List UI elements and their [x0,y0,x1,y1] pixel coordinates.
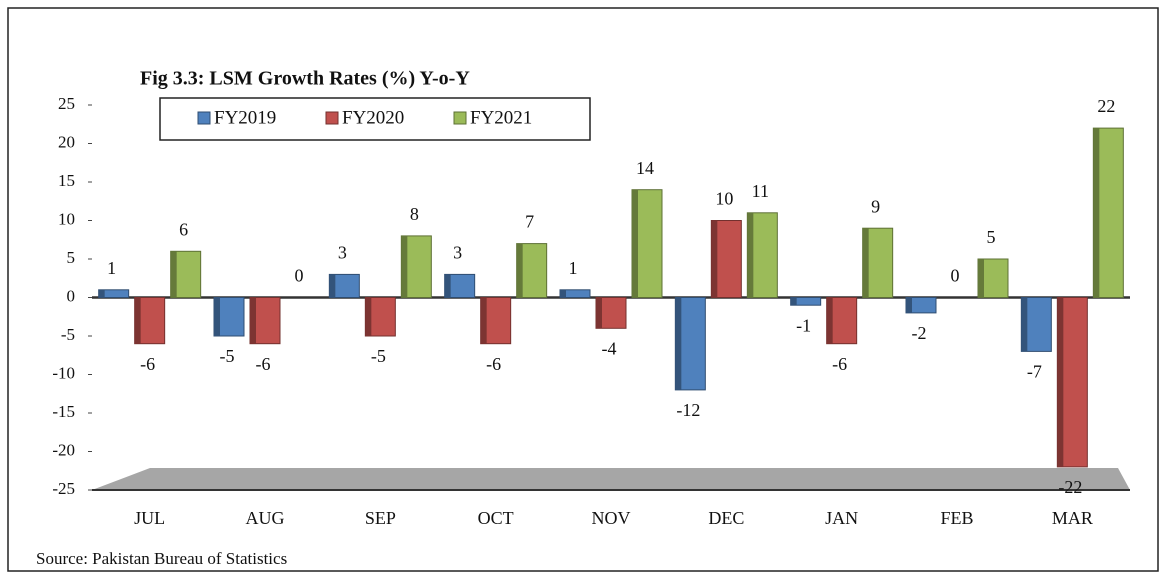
data-label: 5 [987,227,996,247]
bar [249,297,281,345]
x-tick-label: SEP [365,508,396,528]
bar [170,250,202,299]
data-label: -6 [486,354,501,374]
x-tick-label: NOV [592,508,631,528]
bar [631,189,663,298]
y-tick-label: 15 [58,171,75,190]
y-tick-label: 0 [67,286,76,305]
y-tick-label: -25 [52,479,75,498]
chart-title: Fig 3.3: LSM Growth Rates (%) Y-o-Y [140,68,470,90]
bar [710,220,742,298]
bar [444,273,476,298]
bar [400,235,432,298]
data-label: -2 [912,323,927,343]
bar [790,297,822,306]
data-label: 8 [410,204,419,224]
data-label: -12 [676,400,700,420]
bar [134,297,166,345]
y-tick-label: -15 [52,402,75,421]
data-label: -1 [796,315,811,335]
legend-swatch [453,111,467,125]
data-label: 0 [295,266,304,286]
legend-label: FY2020 [342,107,404,128]
bar [1020,297,1052,352]
x-tick-label: JUL [134,508,165,528]
data-label: 9 [871,196,880,216]
legend-label: FY2019 [214,107,276,128]
bar [746,212,778,298]
data-label: 3 [453,243,462,263]
x-tick-label: OCT [478,508,514,528]
y-tick-label: 25 [58,94,75,113]
x-tick-label: MAR [1052,508,1093,528]
data-label: -6 [256,354,271,374]
bar [1056,297,1088,468]
data-label: 14 [636,158,654,178]
data-label: 0 [951,266,960,286]
data-label: 1 [569,258,578,278]
bar [595,297,627,329]
bar [905,297,937,314]
bar [674,297,706,391]
data-label: 7 [525,212,534,232]
data-label: 11 [752,181,769,201]
data-label: 1 [107,258,116,278]
bar [213,297,245,337]
legend-swatch [325,111,339,125]
bar [364,297,396,337]
x-tick-label: DEC [708,508,744,528]
bar [480,297,512,345]
y-tick-label: 5 [67,248,76,267]
source: Source: Pakistan Bureau of Statistics [36,549,287,568]
x-tick-label: JAN [825,508,858,528]
bar [98,289,130,298]
bar [826,297,858,345]
y-tick-label: -20 [52,440,75,459]
legend-label: FY2021 [470,107,532,128]
y-tick-label: -5 [61,325,75,344]
legend-box [159,97,591,141]
y-tick-label: 10 [58,209,75,228]
data-label: 22 [1097,96,1115,116]
bar [516,243,548,299]
data-label: -22 [1058,477,1082,497]
bar [328,273,360,298]
bar [1092,127,1124,298]
data-label: -4 [602,338,617,358]
data-label: 10 [715,189,733,209]
data-label: 6 [179,219,188,239]
x-tick-label: AUG [246,508,285,528]
data-label: 3 [338,243,347,263]
legend-swatch [197,111,211,125]
data-label: -6 [832,354,847,374]
data-label: -5 [371,346,386,366]
y-tick-label: 20 [58,132,75,151]
bar [977,258,1009,298]
data-label: -5 [220,346,235,366]
data-label: -7 [1027,362,1042,382]
data-label: -6 [140,354,155,374]
floor [92,468,1130,490]
bar [559,289,591,298]
y-tick-label: -10 [52,363,75,382]
x-tick-label: FEB [940,508,973,528]
bar [862,227,894,298]
